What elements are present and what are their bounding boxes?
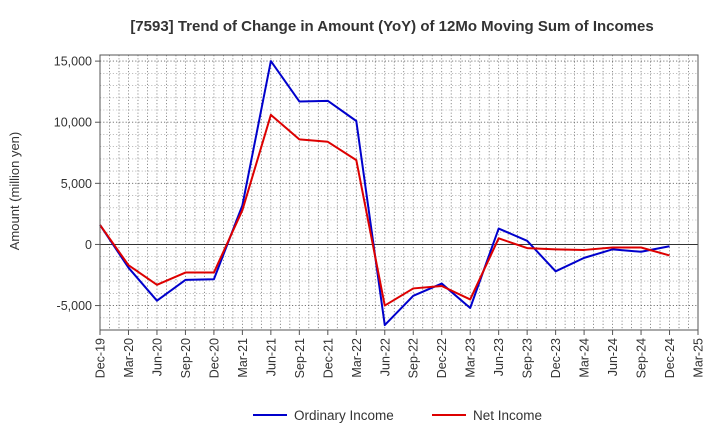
legend: Ordinary Income Net Income xyxy=(253,408,542,423)
y-axis-label: Amount (million yen) xyxy=(7,132,22,251)
x-tick-label: Mar-25 xyxy=(692,338,706,378)
legend-label-net-income: Net Income xyxy=(473,408,542,423)
x-tick-label: Jun-20 xyxy=(150,338,164,376)
net-income-line xyxy=(99,113,670,307)
y-tick-label: 5,000 xyxy=(61,177,92,191)
x-tick-label: Sep-24 xyxy=(635,338,649,378)
x-tick-label: Mar-21 xyxy=(236,338,250,378)
x-tick-label: Dec-23 xyxy=(549,338,563,378)
x-tick-label: Sep-21 xyxy=(293,338,307,378)
y-tick-label: 0 xyxy=(85,238,92,252)
plot-frame xyxy=(99,54,699,331)
x-tick-label: Mar-22 xyxy=(350,338,364,378)
x-tick-label: Dec-21 xyxy=(321,338,335,378)
x-tick-label: Jun-22 xyxy=(378,338,392,376)
y-axis-ticks: -5,000 0 5,000 10,000 15,000 xyxy=(54,55,100,313)
series-lines xyxy=(99,60,670,327)
x-tick-label: Sep-23 xyxy=(521,338,535,378)
legend-label-ordinary-income: Ordinary Income xyxy=(294,408,394,423)
ordinary-income-line xyxy=(99,60,670,327)
y-tick-label: 10,000 xyxy=(54,116,92,130)
x-tick-label: Mar-24 xyxy=(578,338,592,378)
y-tick-label: 15,000 xyxy=(54,55,92,69)
x-tick-label: Dec-19 xyxy=(94,338,108,378)
x-tick-label: Sep-20 xyxy=(179,338,193,378)
x-tick-label: Dec-20 xyxy=(207,338,221,378)
y-tick-label: -5,000 xyxy=(57,299,92,313)
x-tick-label: Dec-24 xyxy=(663,338,677,378)
plot-area xyxy=(100,55,698,330)
x-tick-label: Jun-24 xyxy=(606,338,620,376)
x-tick-label: Jun-23 xyxy=(492,338,506,376)
x-tick-label: Dec-22 xyxy=(435,338,449,378)
x-tick-label: Mar-20 xyxy=(122,338,136,378)
chart-title: [7593] Trend of Change in Amount (YoY) o… xyxy=(130,18,653,35)
grid-lines xyxy=(99,55,699,331)
x-axis-ticks: Dec-19 Mar-20 Jun-20 Sep-20 Dec-20 Mar-21 Jun-… xyxy=(94,330,706,378)
x-tick-label: Jun-21 xyxy=(264,338,278,376)
x-tick-label: Sep-22 xyxy=(407,338,421,378)
x-tick-label: Mar-23 xyxy=(464,338,478,378)
